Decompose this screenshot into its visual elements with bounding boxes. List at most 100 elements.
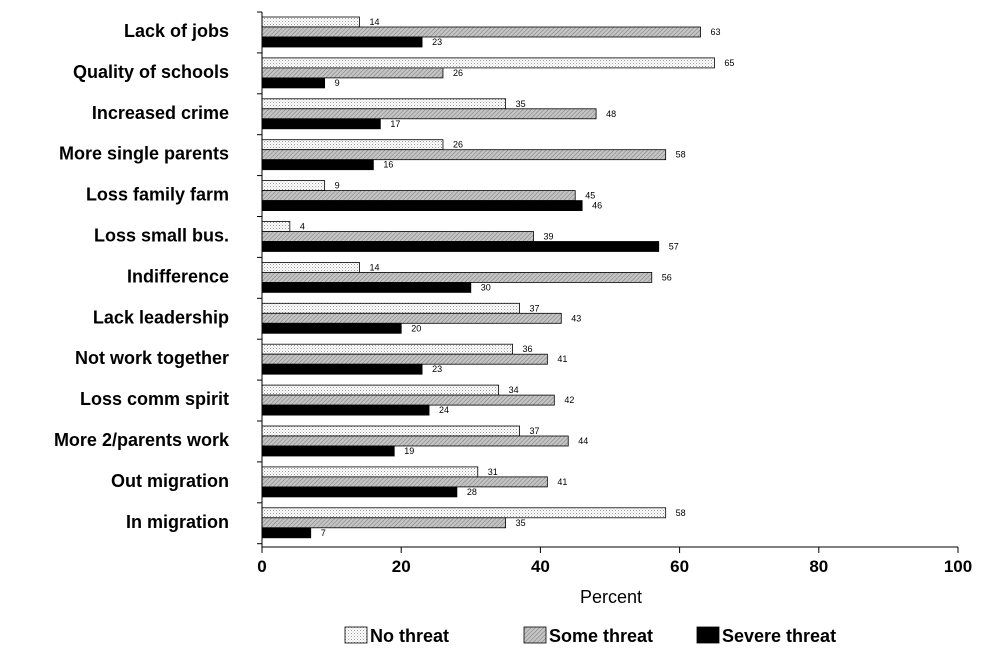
legend-label-severe-threat: Severe threat bbox=[722, 626, 836, 646]
data-label-not-work-together-some-threat: 41 bbox=[557, 354, 567, 364]
x-tick-label-100: 100 bbox=[944, 557, 972, 576]
data-label-increased-crime-no-threat: 35 bbox=[516, 99, 526, 109]
bar-more-single-parents-some-threat bbox=[261, 149, 667, 161]
bar-loss-small-bus-no-threat bbox=[261, 221, 291, 232]
bar-loss-family-farm-no-threat bbox=[261, 180, 326, 192]
data-label-out-migration-no-threat: 31 bbox=[488, 467, 498, 477]
x-tick-label-60: 60 bbox=[670, 557, 689, 576]
legend-label-some-threat: Some threat bbox=[549, 626, 653, 646]
category-label-increased-crime: Increased crime bbox=[92, 103, 229, 123]
data-label-lack-leadership-no-threat: 37 bbox=[530, 303, 540, 313]
bar-out-migration-some-threat bbox=[261, 476, 548, 488]
data-label-lack-of-jobs-no-threat: 14 bbox=[369, 17, 379, 27]
bar-loss-family-farm-severe-threat bbox=[261, 200, 583, 212]
data-label-loss-family-farm-no-threat: 9 bbox=[335, 181, 340, 191]
bar-more-2-parents-work-severe-threat bbox=[261, 445, 395, 457]
data-label-not-work-together-severe-threat: 23 bbox=[432, 364, 442, 374]
bar-loss-family-farm-some-threat bbox=[261, 190, 576, 202]
bar-quality-of-schools-some-threat bbox=[261, 67, 444, 79]
data-label-in-migration-no-threat: 58 bbox=[676, 508, 686, 518]
bar-in-migration-no-threat bbox=[261, 507, 667, 519]
data-label-loss-small-bus-severe-threat: 57 bbox=[669, 242, 679, 252]
category-label-more-2-parents-work: More 2/parents work bbox=[54, 430, 230, 450]
data-label-quality-of-schools-severe-threat: 9 bbox=[335, 78, 340, 88]
data-label-loss-family-farm-some-threat: 45 bbox=[585, 191, 595, 201]
bar-increased-crime-no-threat bbox=[261, 98, 507, 110]
bar-lack-leadership-no-threat bbox=[261, 302, 520, 314]
bar-loss-comm-spirit-no-threat bbox=[261, 384, 500, 396]
data-label-indifference-some-threat: 56 bbox=[662, 272, 672, 282]
data-label-more-single-parents-some-threat: 58 bbox=[676, 150, 686, 160]
bar-out-migration-no-threat bbox=[261, 466, 479, 478]
bar-quality-of-schools-severe-threat bbox=[261, 77, 326, 89]
category-label-lack-leadership: Lack leadership bbox=[93, 307, 229, 327]
data-label-out-migration-severe-threat: 28 bbox=[467, 487, 477, 497]
legend-swatch-severe-threat bbox=[696, 626, 720, 644]
data-label-increased-crime-severe-threat: 17 bbox=[390, 119, 400, 129]
category-label-quality-of-schools: Quality of schools bbox=[73, 62, 229, 82]
data-label-loss-comm-spirit-some-threat: 42 bbox=[564, 395, 574, 405]
category-label-in-migration: In migration bbox=[126, 512, 229, 532]
data-label-lack-leadership-some-threat: 43 bbox=[571, 313, 581, 323]
bar-loss-comm-spirit-some-threat bbox=[261, 394, 555, 406]
category-label-more-single-parents: More single parents bbox=[59, 144, 229, 164]
bar-not-work-together-severe-threat bbox=[261, 363, 423, 375]
data-label-more-2-parents-work-no-threat: 37 bbox=[530, 426, 540, 436]
data-label-increased-crime-some-threat: 48 bbox=[606, 109, 616, 119]
bar-more-2-parents-work-no-threat bbox=[261, 425, 520, 437]
category-label-loss-family-farm: Loss family farm bbox=[86, 185, 229, 205]
x-tick-label-20: 20 bbox=[392, 557, 411, 576]
bar-more-2-parents-work-some-threat bbox=[261, 435, 569, 447]
data-label-indifference-severe-threat: 30 bbox=[481, 282, 491, 292]
data-label-loss-small-bus-some-threat: 39 bbox=[543, 232, 553, 242]
legend-swatch-some-threat bbox=[523, 626, 547, 644]
data-label-lack-of-jobs-severe-threat: 23 bbox=[432, 37, 442, 47]
category-label-indifference: Indifference bbox=[127, 266, 229, 286]
data-label-loss-small-bus-no-threat: 4 bbox=[300, 222, 305, 232]
bar-indifference-some-threat bbox=[261, 271, 653, 283]
data-label-in-migration-severe-threat: 7 bbox=[321, 528, 326, 538]
legend-label-no-threat: No threat bbox=[370, 626, 449, 646]
bar-out-migration-severe-threat bbox=[261, 486, 458, 498]
bar-in-migration-severe-threat bbox=[261, 527, 312, 539]
x-axis-title: Percent bbox=[580, 587, 642, 607]
bar-indifference-severe-threat bbox=[261, 281, 472, 293]
data-label-loss-family-farm-severe-threat: 46 bbox=[592, 201, 602, 211]
bar-loss-small-bus-some-threat bbox=[261, 231, 534, 242]
data-label-lack-of-jobs-some-threat: 63 bbox=[710, 27, 720, 37]
data-label-more-single-parents-no-threat: 26 bbox=[453, 140, 463, 150]
data-label-lack-leadership-severe-threat: 20 bbox=[411, 323, 421, 333]
bar-loss-small-bus-severe-threat bbox=[261, 241, 660, 252]
data-label-quality-of-schools-some-threat: 26 bbox=[453, 68, 463, 78]
bar-lack-of-jobs-some-threat bbox=[261, 26, 701, 38]
bar-loss-comm-spirit-severe-threat bbox=[261, 404, 430, 416]
data-label-more-2-parents-work-severe-threat: 19 bbox=[404, 446, 414, 456]
bar-quality-of-schools-no-threat bbox=[261, 57, 715, 69]
category-label-lack-of-jobs: Lack of jobs bbox=[124, 21, 229, 41]
bar-lack-of-jobs-no-threat bbox=[261, 16, 360, 28]
data-label-not-work-together-no-threat: 36 bbox=[523, 344, 533, 354]
x-tick-label-80: 80 bbox=[809, 557, 828, 576]
data-label-indifference-no-threat: 14 bbox=[369, 262, 379, 272]
x-tick-label-40: 40 bbox=[531, 557, 550, 576]
category-label-loss-comm-spirit: Loss comm spirit bbox=[80, 389, 229, 409]
bar-not-work-together-some-threat bbox=[261, 353, 548, 365]
legend-swatch-no-threat bbox=[344, 626, 368, 644]
data-label-quality-of-schools-no-threat: 65 bbox=[724, 58, 734, 68]
category-label-loss-small-bus: Loss small bus. bbox=[94, 226, 229, 246]
data-label-loss-comm-spirit-severe-threat: 24 bbox=[439, 405, 449, 415]
data-label-out-migration-some-threat: 41 bbox=[557, 477, 567, 487]
bar-indifference-no-threat bbox=[261, 261, 360, 273]
axes: Lack of jobs Quality of schools Increased … bbox=[54, 11, 972, 607]
category-label-not-work-together: Not work together bbox=[75, 348, 229, 368]
data-label-in-migration-some-threat: 35 bbox=[516, 518, 526, 528]
bar-lack-leadership-some-threat bbox=[261, 312, 562, 324]
bar-more-single-parents-no-threat bbox=[261, 139, 444, 151]
data-label-more-2-parents-work-some-threat: 44 bbox=[578, 436, 588, 446]
data-label-loss-comm-spirit-no-threat: 34 bbox=[509, 385, 519, 395]
bar-increased-crime-severe-threat bbox=[261, 118, 381, 130]
x-tick-label-0: 0 bbox=[257, 557, 266, 576]
data-label-more-single-parents-severe-threat: 16 bbox=[383, 160, 393, 170]
bar-lack-leadership-severe-threat bbox=[261, 322, 402, 334]
